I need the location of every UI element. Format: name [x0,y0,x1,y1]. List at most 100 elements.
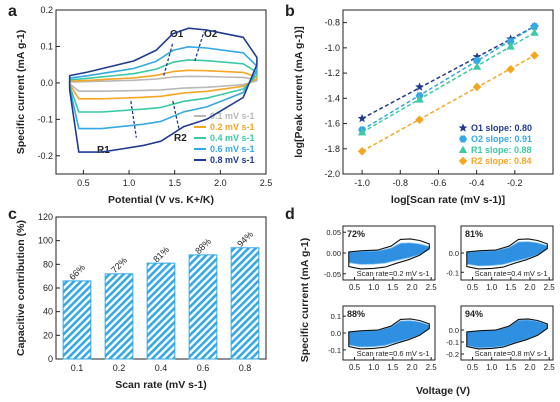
sep-xtick-label: 1.0 [368,363,380,372]
fit-point [415,95,424,103]
cv-ytick-label: 0.1 [40,41,53,51]
sep-xtick-label: 0.5 [349,363,361,372]
fit-point [506,64,515,74]
fit-point [530,28,539,36]
capacitive-contribution-chart: Capacitive contribution (%) Scan rate (m… [15,212,267,391]
fit-point [357,128,367,136]
sep-ytick-label: -0.2 [446,350,459,359]
bar-xtick-label: 0.8 [239,363,252,373]
fit-ytick-label: -0.8 [324,18,340,28]
sep-percent-label: 88% [347,309,365,319]
fit-point [472,52,482,61]
fit-ytick-label: -2.0 [324,169,340,179]
cv-legend-entry: 0.6 mV s-1 [210,144,255,154]
fit-legend-entry: R2 slope: 0.84 [471,156,532,166]
capacitive-area [348,242,430,265]
panel-label-d: d [285,206,295,223]
cv-legend-entry: 0.2 mV s-1 [210,122,255,132]
sep-ytick-label: 0.1 [331,312,341,321]
cv-legend-entry: 0.1 mV s-1 [210,111,255,121]
fit-xtick-label: -0.2 [507,178,523,188]
fit-ytick-label: -1.6 [324,119,340,129]
sep-percent-label: 72% [347,229,365,239]
sep-xtick-label: 2.0 [406,363,418,372]
sep-xtick-label: 1.5 [505,283,517,292]
cv-curve [68,59,258,113]
fit-line [361,54,535,152]
sep-ytick-label: 0.0 [449,326,459,335]
fit-ytick-label: -1.0 [324,43,340,53]
sep-plot-frame [460,305,554,361]
panel-label-b: b [285,3,295,20]
bar-ytick-label: 120 [38,212,53,222]
fit-point [530,22,539,30]
capacitive-area [466,241,548,267]
capacitive-area [466,319,548,349]
fit-point [506,42,515,50]
sep-ytick-label: -0.1 [446,268,459,277]
fit-ytick-label: -1.8 [324,144,340,154]
sep-ytick-label: 0.0 [449,249,459,258]
fit-legend-entry: O1 slope: 0.80 [471,123,532,133]
bar-ytick-label: 0 [48,354,53,364]
sep-percent-label: 94% [465,309,483,319]
fit-ylabel: log[Peak current (mA g-1)] [293,26,305,157]
fit-point [472,82,482,92]
fit-line [361,25,535,131]
bar-xtick-label: 0.1 [71,363,84,373]
fit-line [361,32,535,134]
sep-ytick-label: 0.00 [326,249,341,258]
fit-ytick-label: -1.2 [324,68,340,78]
fit-legend-entry: R1 slope: 0.88 [471,145,532,155]
sep-ytick-label: -0.1 [328,346,341,355]
fit-plot-frame [342,9,554,175]
fit-point [415,115,424,125]
sep-xtick-label: 1.5 [505,363,517,372]
sep-xtick-label: 0.5 [467,363,479,372]
cv-xlabel: Potential (V vs. K+/K) [108,194,214,206]
sep-xtick-label: 2.0 [406,283,418,292]
sep-xlabel: Voltage (V) [416,385,470,397]
cv-plot-frame [55,9,267,175]
total-cv-outline [348,318,430,350]
sep-xtick-label: 2.5 [544,363,556,372]
cv-curves-chart: Specific current (mA g-1) Potential (V v… [15,5,272,206]
bar-xtick-label: 0.6 [197,363,210,373]
total-cv-outline [466,238,548,270]
sep-xtick-label: 2.0 [524,363,536,372]
capacitive-area [348,320,430,348]
panel-label-a: a [8,3,17,20]
sep-scan-rate-caption: Scan rate=0.8 mV s-1 [475,349,548,358]
fit-line [361,25,535,120]
fit-point [357,113,367,123]
fit-legend-marker [458,123,468,132]
cv-curve [68,69,258,100]
cv-ytick-label: -0.1 [37,114,53,124]
cv-curve [68,27,258,153]
sep-ytick-label: -0.05 [324,270,341,279]
peak-guide-line [163,42,174,76]
cv-xtick-label: 1.5 [168,178,181,188]
sep-xtick-label: 2.0 [524,283,536,292]
bar [230,247,260,360]
fit-ytick-label: -1.4 [324,93,340,103]
cv-xtick-label: 2.0 [214,178,227,188]
cv-legend-entry: 0.4 mV s-1 [210,133,255,143]
fit-xtick-label: -0.6 [431,178,447,188]
cv-ytick-label: 0.0 [40,78,53,88]
fit-xlabel: log[Scan rate (mV s-1)] [391,194,505,206]
bar [146,262,176,360]
sep-xtick-label: 0.5 [467,283,479,292]
bar-ylabel: Capacitive contribution (%) [15,220,27,356]
bar-ytick-label: 80 [43,259,53,269]
cv-xtick-label: 2.5 [260,178,273,188]
sep-xtick-label: 2.5 [426,283,438,292]
sep-scan-rate-caption: Scan rate=0.4 mV s-1 [475,269,548,278]
fit-xtick-label: -0.8 [393,178,409,188]
sep-xtick-label: 1.0 [486,363,498,372]
fit-point [415,82,424,91]
bar-xlabel: Scan rate (mV s-1) [115,379,207,391]
bar [62,280,92,360]
sep-scan-rate-caption: Scan rate=0.2 mV s-1 [357,269,430,278]
